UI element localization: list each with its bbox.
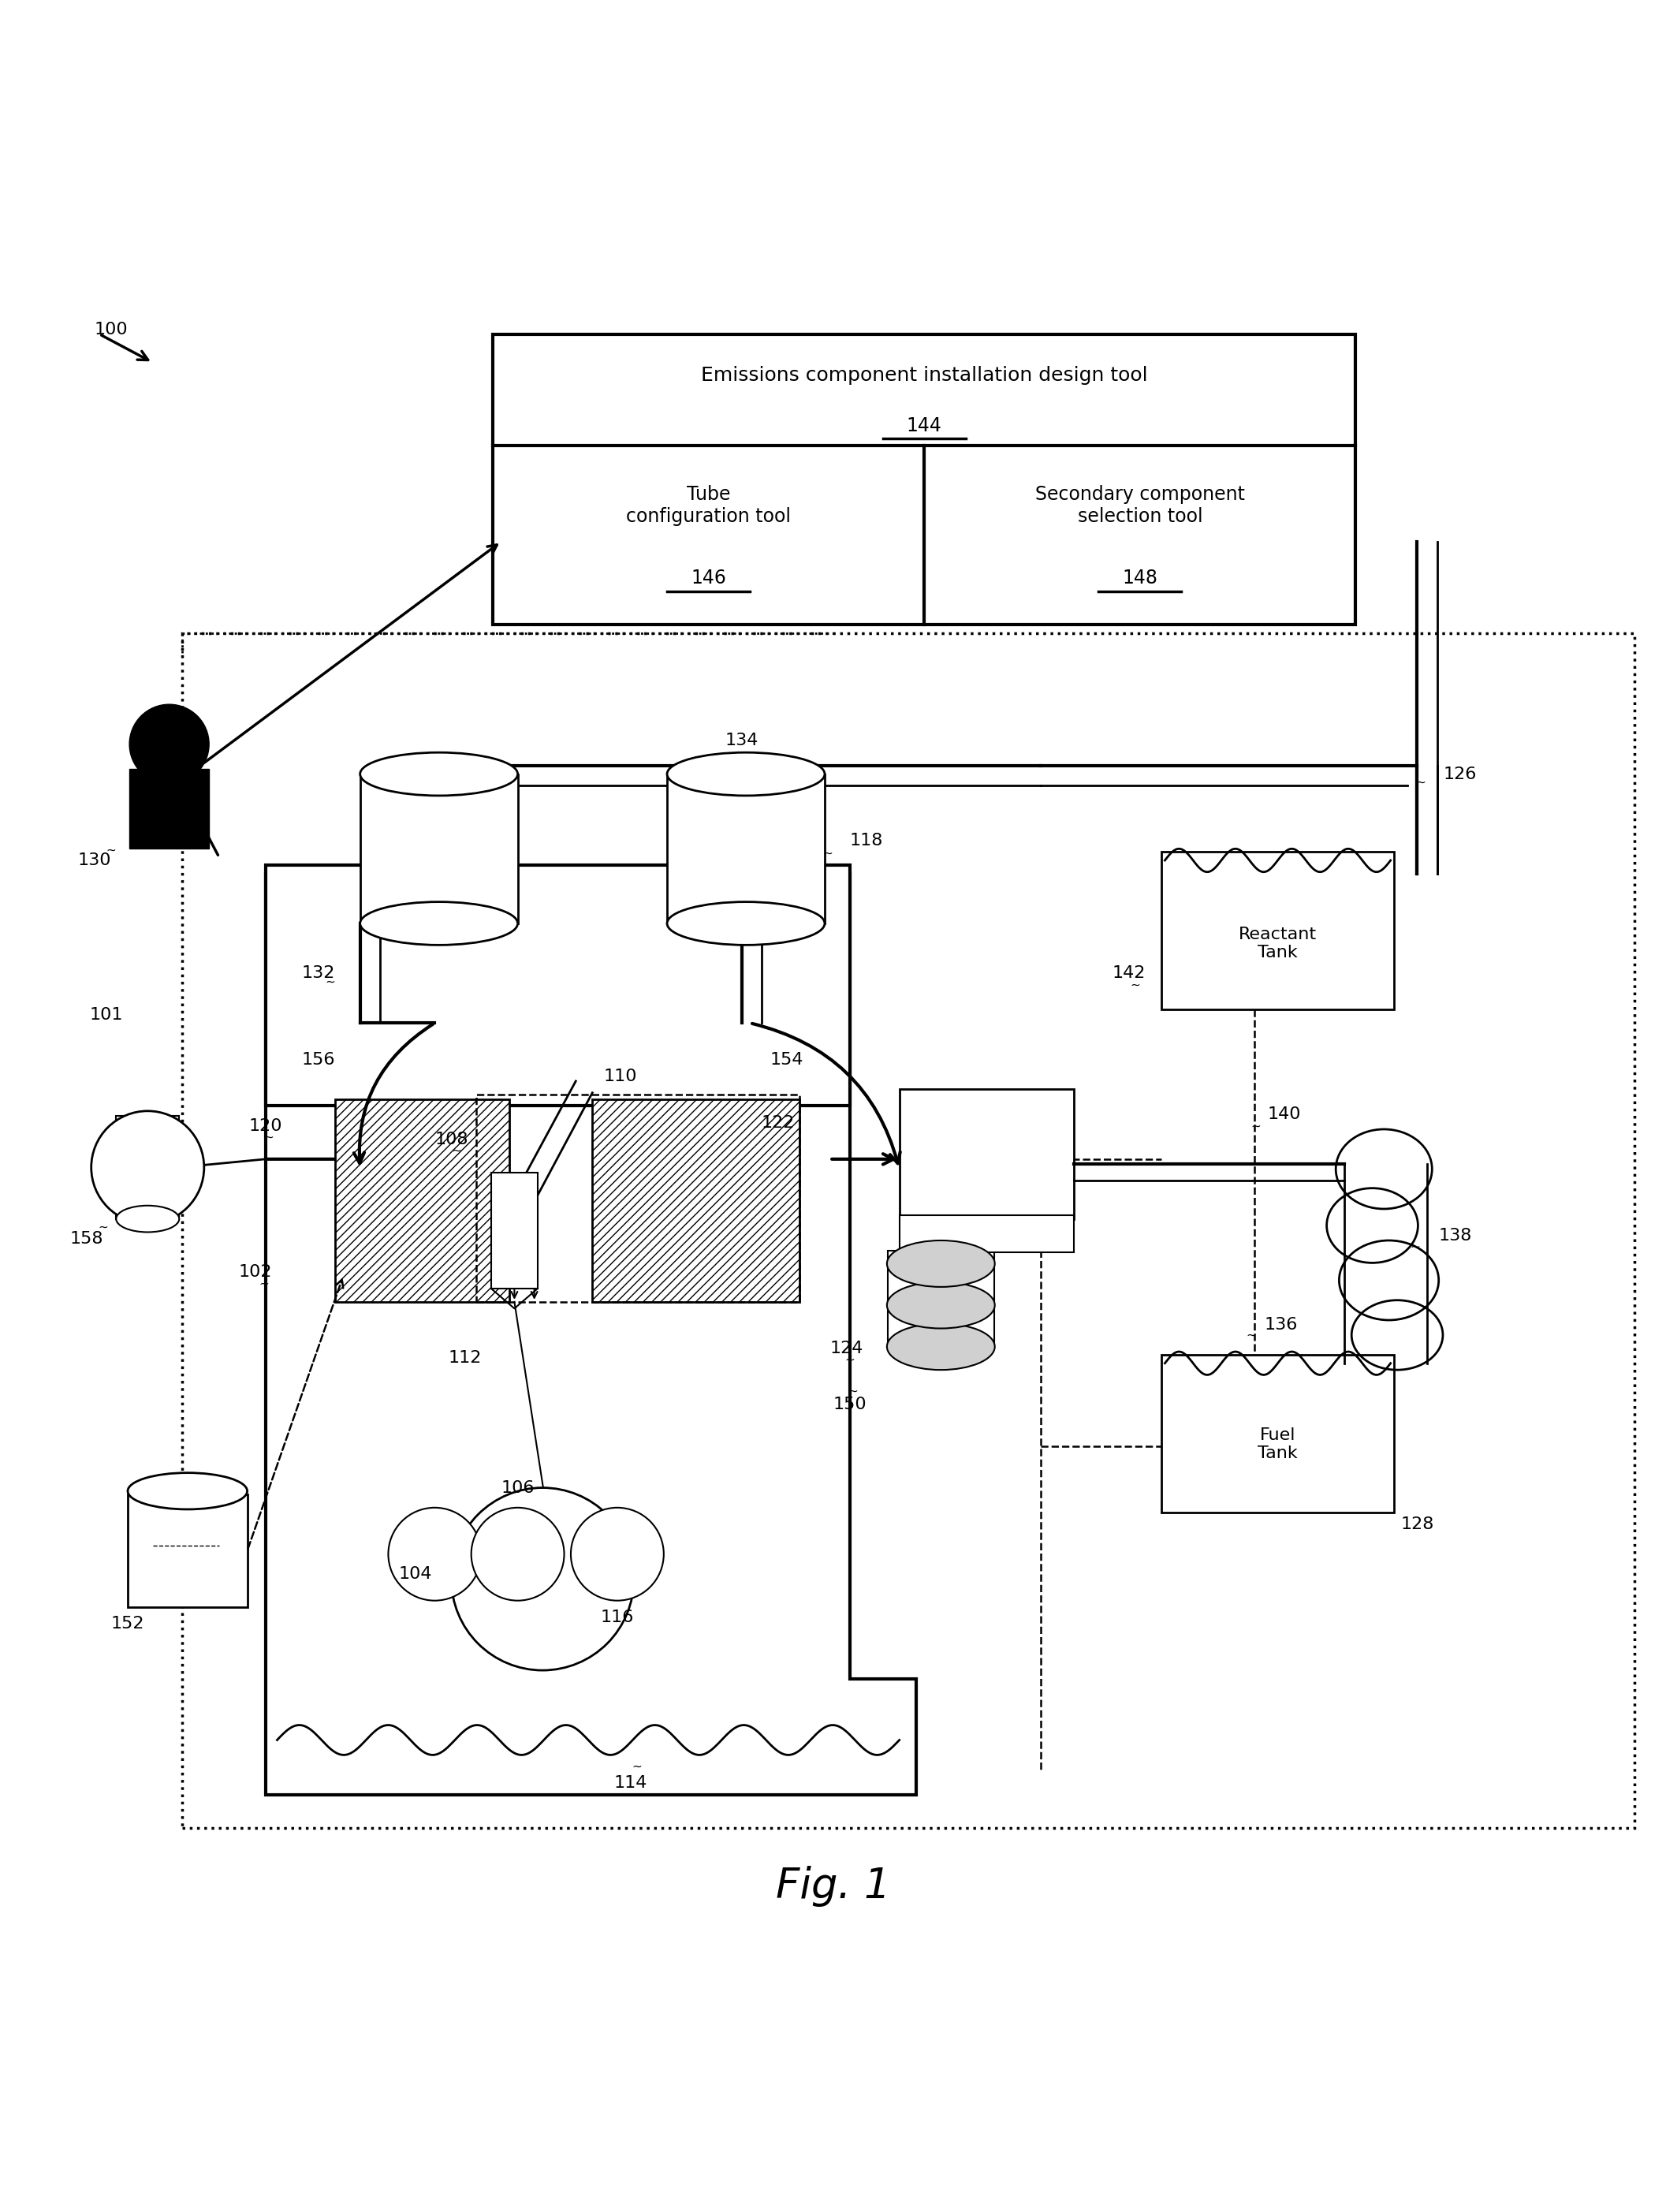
Ellipse shape <box>886 1241 995 1287</box>
Text: ~: ~ <box>1130 980 1140 991</box>
Text: ~: ~ <box>1416 776 1426 787</box>
Text: 114: 114 <box>615 1776 648 1792</box>
Text: 120: 120 <box>248 1117 283 1135</box>
Text: ~: ~ <box>823 847 833 860</box>
Text: ~: ~ <box>98 1221 108 1232</box>
Bar <box>335 1099 510 1303</box>
Circle shape <box>130 703 208 783</box>
Text: ~: ~ <box>325 975 335 987</box>
Text: Fuel
Tank: Fuel Tank <box>1258 1427 1298 1462</box>
Text: ~: ~ <box>848 1385 858 1398</box>
Text: 108: 108 <box>435 1130 468 1148</box>
Ellipse shape <box>886 1283 995 1329</box>
Text: 132: 132 <box>302 964 335 982</box>
Bar <box>476 1095 800 1303</box>
Text: ~: ~ <box>451 1146 461 1157</box>
Text: 142: 142 <box>1111 964 1145 982</box>
Text: Emissions component installation design tool: Emissions component installation design … <box>701 367 1148 385</box>
Text: ~: ~ <box>1251 1119 1261 1133</box>
Text: ~: ~ <box>258 1279 268 1290</box>
Bar <box>900 1217 1073 1252</box>
Bar <box>360 774 518 922</box>
Bar <box>128 1495 247 1608</box>
Circle shape <box>471 1509 565 1601</box>
Text: Secondary component
selection tool: Secondary component selection tool <box>1035 484 1245 526</box>
Ellipse shape <box>117 1206 180 1232</box>
Text: ~: ~ <box>416 1582 426 1593</box>
Text: ~: ~ <box>775 1128 785 1139</box>
Text: ~: ~ <box>736 748 746 761</box>
Text: 146: 146 <box>691 568 726 588</box>
Bar <box>265 865 850 1106</box>
Text: 116: 116 <box>601 1610 635 1626</box>
Text: 112: 112 <box>448 1349 481 1367</box>
Text: 104: 104 <box>398 1566 431 1582</box>
Ellipse shape <box>666 902 825 945</box>
Text: 106: 106 <box>501 1480 535 1495</box>
Bar <box>117 1117 180 1219</box>
Text: ~: ~ <box>263 1133 273 1144</box>
Text: 130: 130 <box>78 852 112 869</box>
Text: 152: 152 <box>112 1617 145 1632</box>
Text: 150: 150 <box>833 1396 866 1413</box>
Text: 124: 124 <box>830 1340 863 1356</box>
Text: 134: 134 <box>725 732 758 748</box>
Text: 136: 136 <box>1264 1316 1298 1334</box>
Text: 101: 101 <box>90 1006 123 1022</box>
Bar <box>666 774 825 922</box>
Text: 138: 138 <box>1439 1228 1473 1243</box>
Text: 122: 122 <box>761 1115 795 1130</box>
Text: Reactant
Tank: Reactant Tank <box>1238 927 1316 960</box>
Text: 100: 100 <box>95 321 128 336</box>
Ellipse shape <box>666 752 825 796</box>
Text: 102: 102 <box>238 1263 273 1281</box>
Text: ~: ~ <box>1411 1241 1421 1252</box>
Ellipse shape <box>360 752 518 796</box>
Circle shape <box>571 1509 663 1601</box>
Text: 140: 140 <box>1268 1106 1301 1121</box>
Circle shape <box>451 1489 633 1670</box>
Bar <box>888 1250 995 1347</box>
Text: 110: 110 <box>605 1068 638 1084</box>
Text: 126: 126 <box>1444 765 1478 781</box>
Text: 148: 148 <box>1123 568 1158 588</box>
Ellipse shape <box>886 1323 995 1369</box>
Bar <box>493 334 1356 624</box>
Bar <box>183 633 1634 1827</box>
Text: ~: ~ <box>107 845 117 856</box>
Ellipse shape <box>360 902 518 945</box>
Text: ~: ~ <box>1246 1329 1256 1340</box>
Bar <box>130 770 208 849</box>
Circle shape <box>388 1509 481 1601</box>
Text: 158: 158 <box>70 1230 103 1248</box>
Text: 156: 156 <box>302 1051 335 1068</box>
Text: 154: 154 <box>770 1051 803 1068</box>
Ellipse shape <box>92 1110 203 1223</box>
Bar <box>900 1088 1073 1219</box>
Ellipse shape <box>128 1473 247 1509</box>
Text: 144: 144 <box>906 416 941 436</box>
Text: Fig. 1: Fig. 1 <box>776 1865 890 1907</box>
Text: 128: 128 <box>1401 1517 1434 1533</box>
Bar <box>593 1099 800 1303</box>
Text: ~: ~ <box>845 1354 855 1365</box>
Bar <box>1161 1356 1394 1513</box>
Bar <box>1161 852 1394 1009</box>
Text: 118: 118 <box>850 832 883 849</box>
Text: Tube
configuration tool: Tube configuration tool <box>626 484 791 526</box>
Bar <box>491 1172 538 1290</box>
Text: ~: ~ <box>631 1761 641 1772</box>
